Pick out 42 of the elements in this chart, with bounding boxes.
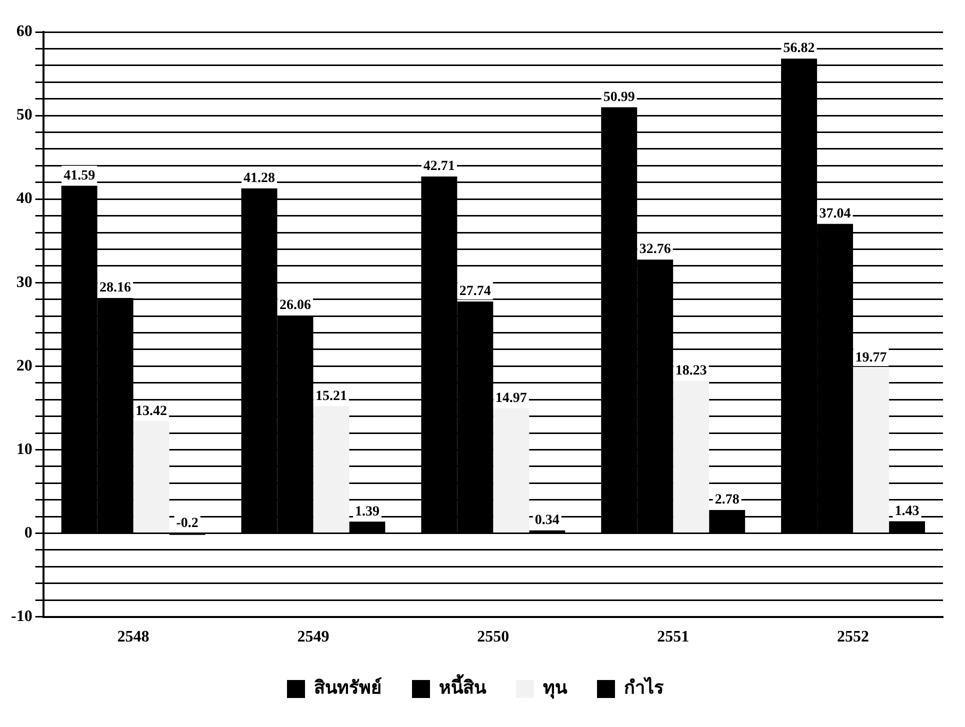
x-tick-label: 2551 [657, 628, 690, 646]
legend-label: หนี้สิน [439, 674, 487, 699]
data-label: 32.76 [639, 242, 671, 258]
legend-label: กำไร [624, 676, 664, 699]
data-label: 37.04 [819, 206, 851, 222]
x-tick-label: 2549 [297, 628, 330, 646]
data-label: 14.97 [495, 390, 527, 406]
bar [133, 421, 170, 533]
data-label: 18.23 [675, 364, 707, 379]
x-tick-label: 2548 [117, 628, 150, 646]
bar [493, 408, 530, 533]
data-label: 56.82 [783, 41, 815, 56]
data-label: 1.39 [354, 504, 380, 520]
data-label: 15.21 [315, 388, 347, 404]
y-tick-label: 10 [16, 440, 32, 458]
bar [673, 380, 710, 533]
x-tick-label: 2552 [837, 628, 870, 646]
bar [853, 368, 890, 533]
data-label: 28.16 [100, 280, 132, 296]
bar [313, 406, 350, 533]
data-label: 26.06 [279, 298, 311, 314]
data-label: 1.43 [894, 504, 920, 519]
data-label: 27.74 [459, 284, 491, 300]
y-tick-label: 0 [24, 524, 32, 542]
data-label: 2.78 [714, 492, 740, 508]
legend-label: ทุน [543, 678, 568, 700]
y-tick-label: 30 [16, 274, 32, 291]
data-label: 41.28 [244, 171, 275, 186]
y-tick-label: -10 [11, 608, 32, 625]
legend-label: สินทรัพย์ [314, 676, 382, 699]
y-tick-label: 60 [16, 23, 32, 40]
y-tick-label: 20 [16, 357, 32, 374]
data-label: 42.71 [423, 159, 455, 174]
data-label: -0.2 [176, 516, 198, 531]
y-tick-label: 50 [16, 106, 32, 124]
x-tick-label: 2550 [477, 628, 510, 646]
data-label: 13.42 [136, 404, 168, 419]
data-label: 19.77 [855, 350, 887, 366]
y-tick-label: 40 [16, 190, 32, 208]
data-label: 50.99 [603, 90, 635, 105]
data-label: 41.59 [64, 168, 96, 184]
data-label: 0.34 [534, 513, 560, 528]
